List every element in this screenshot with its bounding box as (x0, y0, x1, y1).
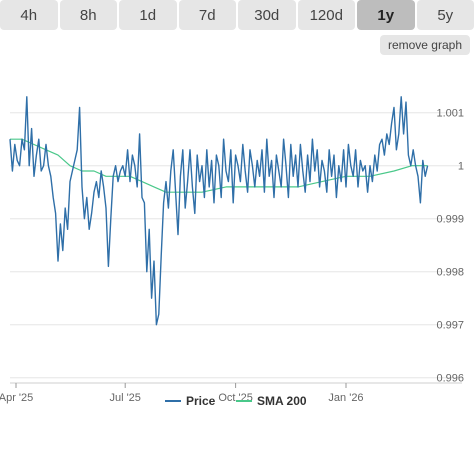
grid-lines (10, 112, 462, 384)
legend: Price SMA 200 (165, 394, 307, 408)
remove-graph-button[interactable]: remove graph (379, 35, 470, 55)
x-tick-label: Jan '26 (328, 392, 363, 404)
series-line-price (9, 96, 429, 326)
tab-120d[interactable]: 120d (297, 0, 355, 30)
tab-4h[interactable]: 4h (0, 0, 58, 30)
y-tick-label: 0.997 (436, 320, 464, 332)
tab-8h[interactable]: 8h (59, 0, 117, 30)
legend-label: SMA 200 (257, 394, 307, 408)
series-layer (9, 96, 429, 326)
tab-1d[interactable]: 1d (119, 0, 177, 30)
range-tabs: 4h 8h 1d 7d 30d 120d 1y 5y (0, 0, 474, 30)
y-tick-label: 0.996 (436, 373, 464, 385)
x-tick-label: Jul '25 (109, 392, 140, 404)
tab-5y[interactable]: 5y (416, 0, 474, 30)
y-axis-ticks: 0.996 0.997 0.998 0.999 1 1.001 (436, 108, 464, 385)
y-tick-label: 0.999 (436, 214, 464, 226)
legend-label: Price (186, 394, 216, 408)
tab-1y[interactable]: 1y (357, 0, 415, 30)
tab-30d[interactable]: 30d (238, 0, 296, 30)
series-line-sma-200 (10, 138, 428, 193)
x-tick-label: Apr '25 (0, 392, 33, 404)
y-tick-label: 1.001 (436, 108, 464, 120)
y-tick-label: 0.998 (436, 267, 464, 279)
x-axis-ticks: Apr '25 Jul '25 Oct '25 Jan '26 (0, 383, 364, 404)
y-tick-label: 1 (458, 161, 464, 173)
tab-7d[interactable]: 7d (178, 0, 236, 30)
x-tick-label: Oct '25 (218, 392, 253, 404)
